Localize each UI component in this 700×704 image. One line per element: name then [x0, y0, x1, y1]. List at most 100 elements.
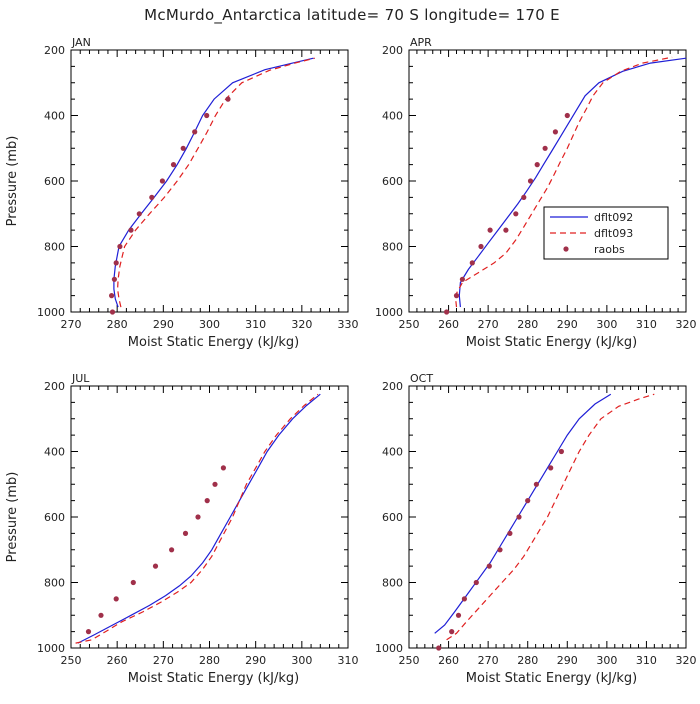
- raobs-point: [564, 112, 570, 119]
- raobs-point: [513, 211, 519, 217]
- y-tick-label: 1000: [37, 642, 65, 655]
- raobs-point: [453, 293, 460, 299]
- series-line-dflt093: [454, 56, 673, 308]
- raobs-point: [516, 514, 522, 520]
- raobs-point: [461, 596, 467, 602]
- x-tick-label: 290: [245, 654, 266, 667]
- x-tick-label: 320: [676, 654, 697, 667]
- x-axis-title: Moist Static Energy (kJ/kg): [466, 335, 637, 350]
- raobs-point: [533, 481, 540, 487]
- x-tick-label: 250: [61, 654, 82, 667]
- raobs-point: [98, 612, 104, 618]
- legend: dflt092 dflt093 raobs: [543, 206, 669, 260]
- raobs-point: [111, 276, 117, 282]
- raobs-point: [113, 260, 119, 266]
- raobs-point: [195, 514, 201, 520]
- raobs-point: [552, 129, 559, 135]
- x-tick-label: 260: [107, 654, 128, 667]
- x-tick-label: 300: [596, 654, 617, 667]
- y-tick-label: 1000: [375, 642, 403, 655]
- raobs-point: [130, 579, 136, 586]
- raobs-point: [527, 178, 534, 184]
- plot-frame: [408, 49, 687, 313]
- raobs-point: [459, 276, 465, 282]
- y-tick-label: 200: [44, 380, 65, 393]
- raobs-point: [469, 260, 475, 266]
- series-line-dflt093: [446, 393, 655, 641]
- panel-label: OCT: [410, 372, 433, 385]
- raobs-point: [182, 530, 189, 537]
- raobs-point: [558, 448, 565, 455]
- y-tick-label: 200: [44, 44, 65, 57]
- raobs-point: [170, 162, 177, 168]
- x-tick-label: 310: [338, 654, 359, 667]
- plot-frame: [70, 49, 349, 313]
- x-tick-label: 270: [153, 654, 174, 667]
- raobs-point: [444, 309, 450, 315]
- series-line-dflt092: [113, 57, 314, 308]
- y-axis-title: Pressure (mb): [5, 472, 20, 563]
- legend-label-raobs: raobs: [594, 243, 625, 256]
- raobs-point: [136, 211, 142, 217]
- x-tick-label: 270: [478, 654, 499, 667]
- raobs-point: [204, 498, 210, 504]
- figure-title: McMurdo_Antarctica latitude= 70 S longit…: [144, 6, 560, 25]
- x-tick-label: 270: [478, 318, 499, 331]
- x-axis-title: Moist Static Energy (kJ/kg): [466, 671, 637, 686]
- x-tick-label: 280: [107, 318, 128, 331]
- raobs-point: [149, 194, 155, 200]
- raobs-point: [503, 227, 509, 233]
- raobs-point: [449, 629, 455, 635]
- x-tick-label: 310: [636, 654, 657, 667]
- x-tick-label: 290: [153, 318, 174, 331]
- y-tick-label: 200: [382, 380, 403, 393]
- x-tick-label: 300: [596, 318, 617, 331]
- x-tick-label: 320: [676, 318, 697, 331]
- panel-label: JUL: [71, 372, 90, 385]
- y-tick-label: 800: [382, 241, 403, 254]
- raobs-point: [180, 145, 186, 151]
- x-tick-label: 290: [557, 654, 578, 667]
- panel-label: APR: [410, 36, 432, 49]
- raobs-point: [220, 465, 226, 471]
- x-tick-label: 280: [517, 654, 538, 667]
- x-tick-label: 290: [557, 318, 578, 331]
- raobs-point: [455, 612, 462, 618]
- y-tick-label: 800: [382, 577, 403, 590]
- plot-frame: [70, 385, 349, 649]
- raobs-point: [507, 530, 513, 537]
- raobs-point: [152, 563, 159, 569]
- y-tick-label: 600: [382, 511, 403, 524]
- raobs-point: [212, 481, 218, 487]
- legend-label-dflt093: dflt093: [594, 227, 633, 240]
- raobs-point: [486, 563, 492, 569]
- raobs-point: [109, 309, 116, 315]
- x-tick-label: 250: [399, 654, 420, 667]
- series-line-dflt092: [434, 393, 612, 634]
- y-tick-label: 600: [44, 511, 65, 524]
- legend-label-dflt092: dflt092: [594, 211, 633, 224]
- raobs-point: [169, 547, 175, 553]
- raobs-point: [436, 645, 442, 651]
- raobs-point: [204, 112, 210, 119]
- raobs-point: [542, 145, 548, 151]
- raobs-point: [478, 243, 484, 250]
- x-axis-title: Moist Static Energy (kJ/kg): [128, 671, 299, 686]
- x-tick-label: 260: [438, 318, 459, 331]
- panel-label: JAN: [71, 36, 91, 49]
- series-line-dflt093: [116, 57, 315, 308]
- x-tick-label: 330: [338, 318, 359, 331]
- y-tick-label: 1000: [37, 306, 65, 319]
- x-tick-label: 320: [291, 318, 312, 331]
- x-tick-label: 310: [245, 318, 266, 331]
- y-tick-label: 800: [44, 577, 65, 590]
- y-tick-label: 400: [382, 446, 403, 459]
- y-tick-label: 600: [382, 175, 403, 188]
- raobs-point: [497, 547, 503, 553]
- raobs-point: [159, 178, 165, 184]
- y-tick-label: 400: [44, 110, 65, 123]
